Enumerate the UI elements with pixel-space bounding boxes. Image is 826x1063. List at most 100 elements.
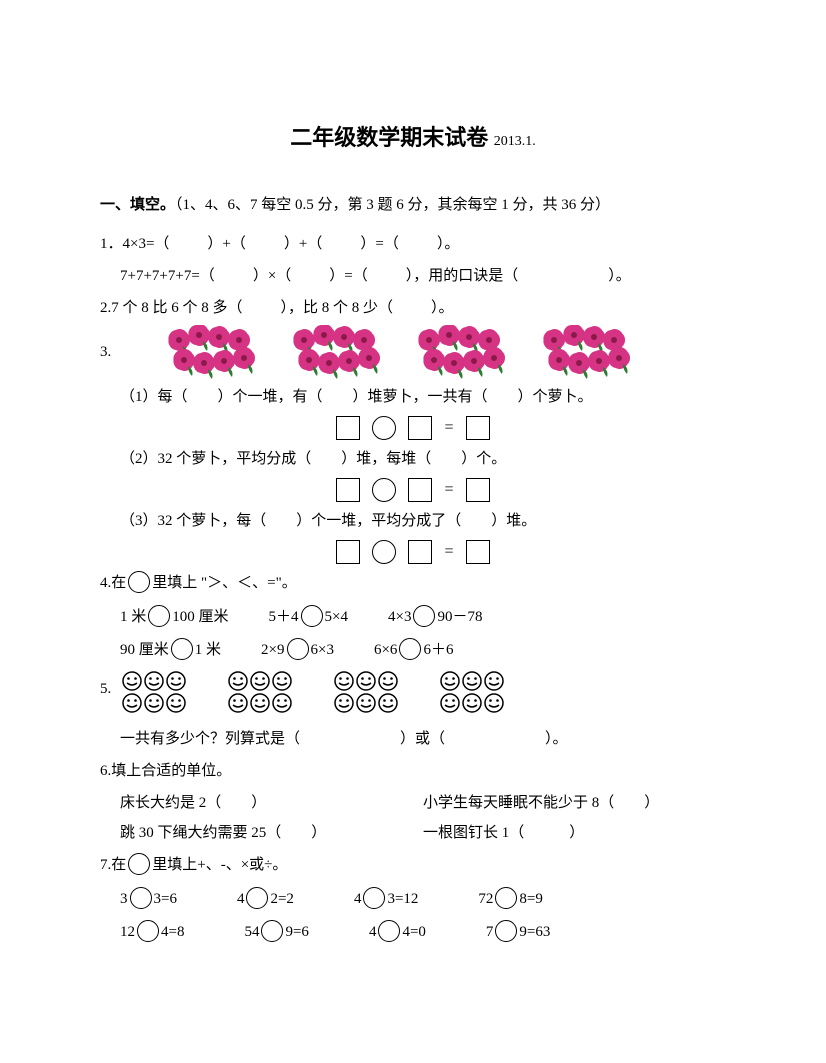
circle-blank[interactable]	[372, 540, 396, 564]
question-3-flowers: 3.	[100, 325, 726, 380]
flower-cluster-icon	[289, 325, 384, 380]
smiley-icon	[355, 684, 377, 700]
smiley-group	[227, 670, 293, 714]
box-blank[interactable]	[408, 540, 432, 564]
op-blank[interactable]	[378, 920, 400, 942]
compare-blank[interactable]	[148, 605, 170, 627]
eq-sign: =	[444, 481, 453, 499]
smiley-icon	[227, 662, 249, 678]
question-2: 2.7 个 8 比 6 个 8 多（），比 8 个 8 少（）。	[100, 293, 726, 323]
circle-blank[interactable]	[372, 478, 396, 502]
op-blank[interactable]	[261, 920, 283, 942]
flower-cluster-icon	[414, 325, 509, 380]
question-4-lead: 4.在里填上 "＞、＜、="。	[100, 568, 726, 598]
box-blank[interactable]	[466, 416, 490, 440]
q6-l1a: 床长大约是 2（ ）	[120, 788, 423, 818]
box-blank[interactable]	[408, 416, 432, 440]
smiley-group	[121, 670, 187, 714]
q7-r2c1b: 4=8	[161, 924, 184, 940]
q7-r2c1a: 12	[120, 924, 135, 940]
q4-r2c3a: 6×6	[374, 642, 397, 658]
smiley-row	[121, 670, 505, 714]
smiley-icon	[483, 662, 505, 678]
question-7-lead: 7.在 里填上+、-、×或÷。	[100, 850, 726, 880]
question-6-lead: 6.填上合适的单位。	[100, 756, 726, 786]
smiley-group	[439, 670, 505, 714]
box-blank[interactable]	[466, 540, 490, 564]
q7-row2: 124=8 549=6 44=0 79=63	[120, 919, 726, 946]
worksheet-page: 二年级数学期末试卷 2013.1. 一、填空。（1、4、6、7 每空 0.5 分…	[0, 0, 826, 988]
q4-r1c2a: 5＋4	[269, 609, 299, 625]
smiley-icon	[439, 684, 461, 700]
op-blank[interactable]	[137, 920, 159, 942]
smiley-icon	[461, 684, 483, 700]
q1-l2-m3: ），用的口诀是（	[406, 268, 519, 284]
q7-r2c3b: 4=0	[402, 924, 425, 940]
compare-blank[interactable]	[413, 605, 435, 627]
smiley-icon	[165, 684, 187, 700]
op-blank[interactable]	[363, 887, 385, 909]
question-1: 1．4×3=（）+（）+（）=（）。	[100, 229, 726, 259]
box-blank[interactable]	[336, 478, 360, 502]
q7-r1c3b: 3=12	[387, 891, 418, 907]
q5-label: 5.	[100, 674, 111, 704]
q4-r1c3b: 90－78	[437, 609, 482, 625]
q5-cap-mid: ）或（	[400, 731, 445, 747]
op-blank[interactable]	[130, 887, 152, 909]
q6-l1b: 小学生每天睡眠不能少于 8（ ）	[423, 788, 726, 818]
circle-icon	[128, 571, 150, 593]
op-blank[interactable]	[495, 887, 517, 909]
compare-blank[interactable]	[399, 638, 421, 660]
q3-eq3: =	[100, 540, 726, 564]
smiley-icon	[461, 662, 483, 678]
q7-r2c2a: 54	[244, 924, 259, 940]
q5-caption: 一共有多少个？列算式是（）或（）。	[100, 724, 726, 754]
section-1-scoring: （1、4、6、7 每空 0.5 分，第 3 题 6 分，其余每空 1 分，共 3…	[175, 197, 610, 213]
box-blank[interactable]	[336, 540, 360, 564]
q1-l1-end: ）。	[437, 236, 460, 252]
q6-row2: 跳 30 下绳大约需要 25（ ） 一根图钉长 1（ ）	[100, 818, 726, 848]
q5-cap-end: ）。	[545, 731, 568, 747]
box-blank[interactable]	[408, 478, 432, 502]
q7-lead-post: 里填上+、-、×或÷。	[152, 857, 287, 873]
q7-lead-pre: 7.在	[100, 857, 126, 873]
q7-r1c2b: 2=2	[270, 891, 293, 907]
q3-eq1: =	[100, 416, 726, 440]
flower-cluster-icon	[164, 325, 259, 380]
smiley-icon	[271, 684, 293, 700]
q4-r2c2b: 6×3	[311, 642, 334, 658]
op-blank[interactable]	[495, 920, 517, 942]
smiley-icon	[121, 684, 143, 700]
q4-r2c1a: 90 厘米	[120, 642, 169, 658]
smiley-icon	[483, 684, 505, 700]
compare-blank[interactable]	[171, 638, 193, 660]
question-1b: 7+7+7+7+7=（）×（）=（），用的口诀是（）。	[100, 261, 726, 291]
smiley-icon	[377, 662, 399, 678]
compare-blank[interactable]	[301, 605, 323, 627]
q7-r1c4a: 72	[478, 891, 493, 907]
box-blank[interactable]	[466, 478, 490, 502]
q4-r2c2a: 2×9	[261, 642, 284, 658]
op-blank[interactable]	[246, 887, 268, 909]
flower-cluster-icon	[539, 325, 634, 380]
smiley-icon	[333, 684, 355, 700]
smiley-icon	[249, 662, 271, 678]
q2-end: ）。	[431, 300, 454, 316]
q4-r1c1a: 1 米	[120, 609, 146, 625]
section-1-head: 一、填空。（1、4、6、7 每空 0.5 分，第 3 题 6 分，其余每空 1 …	[100, 192, 726, 219]
smiley-icon	[143, 684, 165, 700]
q1-l2-end: ）。	[608, 268, 631, 284]
q4-r2c1b: 1 米	[195, 642, 221, 658]
compare-blank[interactable]	[287, 638, 309, 660]
section-1-label: 一、填空。	[100, 197, 175, 213]
q7-r1c2a: 4	[237, 891, 245, 907]
smiley-group	[333, 670, 399, 714]
box-blank[interactable]	[336, 416, 360, 440]
circle-blank[interactable]	[372, 416, 396, 440]
q1-l2-pre: 7+7+7+7+7=（	[120, 268, 215, 284]
q6-l2a: 跳 30 下绳大约需要 25（ ）	[120, 818, 423, 848]
smiley-icon	[333, 662, 355, 678]
q4-r1c3a: 4×3	[388, 609, 411, 625]
q7-r1c1a: 3	[120, 891, 128, 907]
eq-sign: =	[444, 543, 453, 561]
